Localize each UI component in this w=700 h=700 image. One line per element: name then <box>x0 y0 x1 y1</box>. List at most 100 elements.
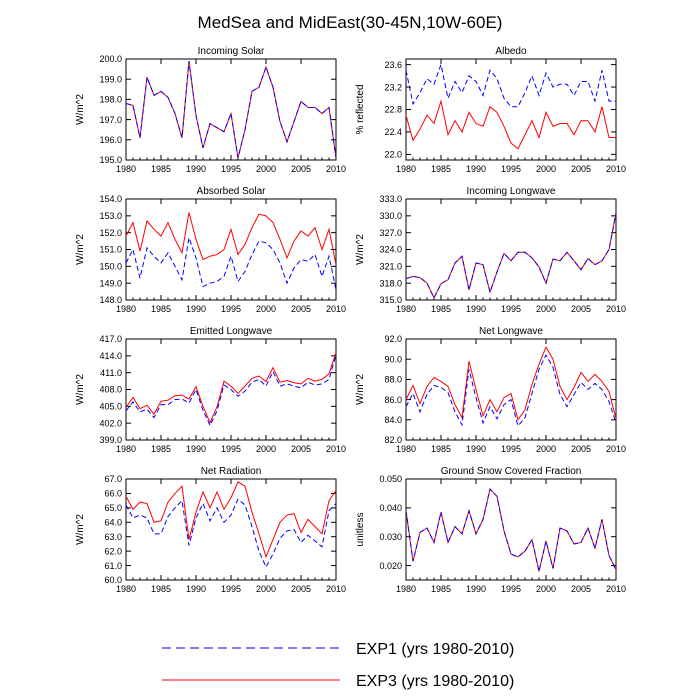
net-radiation-y-tick-label: 62.0 <box>104 546 122 556</box>
ground-snow-covered-fraction-ylabel: unitless <box>355 513 366 547</box>
albedo-y-tick-label: 22.4 <box>384 127 402 137</box>
incoming-longwave-x-tick-label: 2005 <box>571 304 591 314</box>
incoming-longwave-y-tick-label: 330.0 <box>379 211 402 221</box>
net-longwave-y-tick-label: 84.0 <box>384 415 402 425</box>
net-radiation-x-tick-label: 2000 <box>256 584 276 594</box>
absorbed-solar-x-tick-label: 2005 <box>291 304 311 314</box>
net-longwave-y-tick-label: 90.0 <box>384 354 402 364</box>
albedo-y-tick-label: 23.6 <box>384 60 402 70</box>
incoming-longwave-title: Incoming Longwave <box>467 186 556 197</box>
net-radiation-x-tick-label: 1990 <box>186 584 206 594</box>
emitted-longwave-x-tick-label: 1995 <box>221 444 241 454</box>
incoming-longwave-plot-frame <box>405 198 617 301</box>
incoming-solar-x-tick-label: 1980 <box>116 164 136 174</box>
absorbed-solar-plot-frame <box>125 198 337 301</box>
net-longwave-y-tick-label: 92.0 <box>384 334 402 344</box>
net-radiation-y-tick-label: 60.0 <box>104 575 122 585</box>
absorbed-solar-ylabel: W/m^2 <box>75 234 86 265</box>
emitted-longwave-y-tick-label: 399.0 <box>99 435 122 445</box>
incoming-solar-plot-frame <box>125 58 337 161</box>
chart-absorbed-solar: Absorbed Solar W/m^2 1980 1985 1990 1995 2000 2… <box>75 186 346 314</box>
ground-snow-covered-fraction-x-tick-label: 1980 <box>396 584 416 594</box>
incoming-solar-x-tick-label: 1995 <box>221 164 241 174</box>
net-longwave-plot-frame <box>405 338 617 441</box>
emitted-longwave-title: Emitted Longwave <box>190 326 273 337</box>
emitted-longwave-x-tick-label: 2000 <box>256 444 276 454</box>
net-radiation-x-tick-label: 1995 <box>221 584 241 594</box>
emitted-longwave-series-exp1 <box>125 354 337 427</box>
incoming-longwave-ylabel: W/m^2 <box>355 234 366 265</box>
emitted-longwave-series-exp3 <box>125 352 337 424</box>
incoming-longwave-x-tick-label: 2010 <box>606 304 626 314</box>
emitted-longwave-y-tick-label: 417.0 <box>99 334 122 344</box>
absorbed-solar-x-tick-label: 1990 <box>186 304 206 314</box>
chart-emitted-longwave: Emitted Longwave W/m^2 1980 1985 1990 1995 200… <box>75 326 346 454</box>
net-longwave-x-tick-label: 2010 <box>606 444 626 454</box>
albedo-x-tick-label: 1985 <box>431 164 451 174</box>
emitted-longwave-x-tick-label: 1985 <box>151 444 171 454</box>
incoming-longwave-x-tick-label: 2000 <box>536 304 556 314</box>
ground-snow-covered-fraction-y-tick-label: 0.020 <box>379 561 402 571</box>
absorbed-solar-y-tick-label: 151.0 <box>99 245 122 255</box>
incoming-solar-y-tick-label: 196.0 <box>99 135 122 145</box>
emitted-longwave-ylabel: W/m^2 <box>75 374 86 405</box>
net-longwave-series-exp3 <box>405 345 617 421</box>
incoming-longwave-series-exp3 <box>405 212 617 299</box>
net-radiation-title: Net Radiation <box>201 466 262 477</box>
net-longwave-x-tick-label: 2000 <box>536 444 556 454</box>
albedo-series-exp3 <box>405 99 616 150</box>
absorbed-solar-y-tick-label: 149.0 <box>99 278 122 288</box>
net-longwave-x-tick-label: 2005 <box>571 444 591 454</box>
incoming-longwave-x-tick-label: 1985 <box>431 304 451 314</box>
absorbed-solar-y-tick-label: 152.0 <box>99 228 122 238</box>
chart-incoming-solar: Incoming Solar W/m^2 1980 1985 1990 1995 2000 2… <box>75 46 346 174</box>
ground-snow-covered-fraction-series-exp3 <box>405 488 617 572</box>
albedo-y-tick-label: 23.2 <box>384 82 402 92</box>
albedo-x-tick-label: 1995 <box>501 164 521 174</box>
net-longwave-x-tick-label: 1995 <box>501 444 521 454</box>
absorbed-solar-y-tick-label: 153.0 <box>99 211 122 221</box>
incoming-longwave-y-tick-label: 327.0 <box>379 228 402 238</box>
net-radiation-x-tick-label: 1985 <box>151 584 171 594</box>
net-radiation-y-tick-label: 67.0 <box>104 474 122 484</box>
emitted-longwave-y-tick-label: 402.0 <box>99 418 122 428</box>
albedo-x-tick-label: 2005 <box>571 164 591 174</box>
net-longwave-series-exp1 <box>405 354 617 427</box>
ground-snow-covered-fraction-x-tick-label: 1985 <box>431 584 451 594</box>
absorbed-solar-y-tick-label: 150.0 <box>99 262 122 272</box>
emitted-longwave-x-tick-label: 1990 <box>186 444 206 454</box>
emitted-longwave-x-tick-label: 1980 <box>116 444 136 454</box>
incoming-longwave-x-tick-label: 1980 <box>396 304 416 314</box>
emitted-longwave-y-tick-label: 411.0 <box>100 368 122 378</box>
emitted-longwave-y-tick-label: 405.0 <box>99 402 122 412</box>
net-radiation-x-tick-label: 2010 <box>326 584 346 594</box>
chart-incoming-longwave: Incoming Longwave W/m^2 1980 1985 1990 1995 20… <box>355 186 626 314</box>
net-radiation-series-exp1 <box>125 498 337 569</box>
net-longwave-y-tick-label: 82.0 <box>384 435 402 445</box>
incoming-solar-x-tick-label: 2010 <box>326 164 346 174</box>
net-radiation-series-exp3 <box>125 481 337 559</box>
absorbed-solar-y-tick-label: 148.0 <box>99 295 122 305</box>
incoming-solar-series-exp3 <box>125 60 337 159</box>
chart-albedo: Albedo % reflected 1980 1985 1990 1995 2000 200… <box>355 46 626 174</box>
net-radiation-x-tick-label: 1980 <box>116 584 136 594</box>
ground-snow-covered-fraction-y-tick-label: 0.050 <box>379 474 402 484</box>
incoming-solar-x-tick-label: 2000 <box>256 164 276 174</box>
net-radiation-ylabel: W/m^2 <box>75 514 86 545</box>
net-radiation-y-tick-label: 66.0 <box>104 489 122 499</box>
ground-snow-covered-fraction-x-tick-label: 1990 <box>466 584 486 594</box>
net-radiation-y-tick-label: 61.0 <box>104 561 122 571</box>
legend-label-exp3: EXP3 (yrs 1980-2010) <box>356 673 514 690</box>
ground-snow-covered-fraction-x-tick-label: 2005 <box>571 584 591 594</box>
ground-snow-covered-fraction-y-tick-label: 0.030 <box>379 532 402 542</box>
ground-snow-covered-fraction-series-exp1 <box>405 488 617 572</box>
emitted-longwave-x-tick-label: 2010 <box>326 444 346 454</box>
incoming-solar-x-tick-label: 1990 <box>186 164 206 174</box>
incoming-solar-y-tick-label: 199.0 <box>99 74 122 84</box>
ground-snow-covered-fraction-title: Ground Snow Covered Fraction <box>441 466 582 477</box>
emitted-longwave-x-tick-label: 2005 <box>291 444 311 454</box>
net-longwave-x-tick-label: 1980 <box>396 444 416 454</box>
albedo-x-tick-label: 2010 <box>606 164 626 174</box>
absorbed-solar-series-exp3 <box>125 212 337 265</box>
